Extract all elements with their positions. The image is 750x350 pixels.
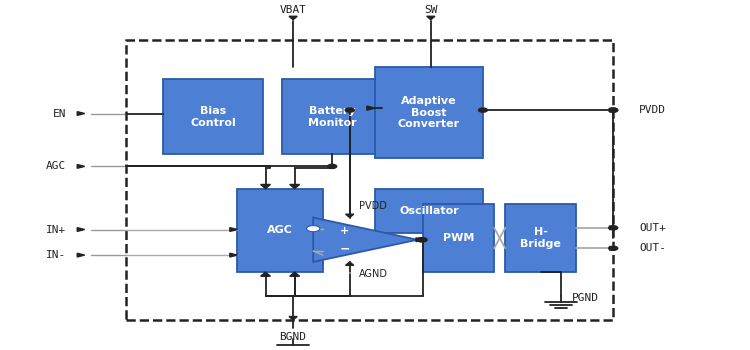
Polygon shape xyxy=(77,112,85,116)
Text: Oscillator: Oscillator xyxy=(399,206,459,216)
Circle shape xyxy=(345,108,354,112)
Polygon shape xyxy=(289,16,297,20)
Circle shape xyxy=(328,164,337,168)
Text: PGND: PGND xyxy=(572,293,599,303)
Polygon shape xyxy=(290,184,299,189)
Text: SW: SW xyxy=(424,5,437,15)
Polygon shape xyxy=(416,238,424,242)
Text: Adaptive
Boost
Converter: Adaptive Boost Converter xyxy=(398,96,460,129)
Text: AGND: AGND xyxy=(358,269,388,279)
Polygon shape xyxy=(610,108,617,112)
Text: PWM: PWM xyxy=(443,233,475,243)
Text: OUT+: OUT+ xyxy=(639,223,666,233)
FancyBboxPatch shape xyxy=(424,204,494,272)
Text: PVDD: PVDD xyxy=(358,201,386,211)
Text: AGC: AGC xyxy=(46,161,66,171)
Text: IN+: IN+ xyxy=(46,224,66,234)
Text: Bias
Control: Bias Control xyxy=(190,106,236,128)
Polygon shape xyxy=(230,228,237,231)
FancyBboxPatch shape xyxy=(237,189,323,272)
Text: VBAT: VBAT xyxy=(280,5,307,15)
Text: +: + xyxy=(340,226,349,236)
Polygon shape xyxy=(260,184,271,189)
Polygon shape xyxy=(610,226,617,230)
Text: Battery
Monitor: Battery Monitor xyxy=(308,106,356,128)
Polygon shape xyxy=(346,262,354,265)
FancyBboxPatch shape xyxy=(375,189,483,233)
Polygon shape xyxy=(77,228,85,231)
FancyBboxPatch shape xyxy=(375,68,483,158)
Text: −: − xyxy=(339,242,350,255)
Circle shape xyxy=(609,246,618,250)
Polygon shape xyxy=(427,16,435,20)
Circle shape xyxy=(417,238,425,242)
Polygon shape xyxy=(77,164,85,168)
Text: BGND: BGND xyxy=(280,332,307,342)
Circle shape xyxy=(419,238,427,242)
FancyBboxPatch shape xyxy=(506,204,576,272)
FancyBboxPatch shape xyxy=(282,79,382,154)
Text: PVDD: PVDD xyxy=(639,105,666,115)
Text: EN: EN xyxy=(53,108,66,119)
Text: OUT-: OUT- xyxy=(639,243,666,253)
Polygon shape xyxy=(290,272,299,276)
Polygon shape xyxy=(610,246,617,250)
Polygon shape xyxy=(346,214,354,218)
FancyBboxPatch shape xyxy=(163,79,263,154)
Circle shape xyxy=(609,108,618,112)
Polygon shape xyxy=(77,253,85,257)
Text: IN-: IN- xyxy=(46,250,66,260)
Text: AGC: AGC xyxy=(267,225,293,235)
Polygon shape xyxy=(230,253,237,257)
Text: H-
Bridge: H- Bridge xyxy=(520,227,561,249)
Polygon shape xyxy=(289,316,297,320)
Circle shape xyxy=(609,226,618,230)
Circle shape xyxy=(478,108,488,112)
Polygon shape xyxy=(260,272,271,276)
Circle shape xyxy=(609,108,618,112)
Polygon shape xyxy=(314,218,418,262)
Circle shape xyxy=(307,226,320,232)
Polygon shape xyxy=(367,106,375,110)
